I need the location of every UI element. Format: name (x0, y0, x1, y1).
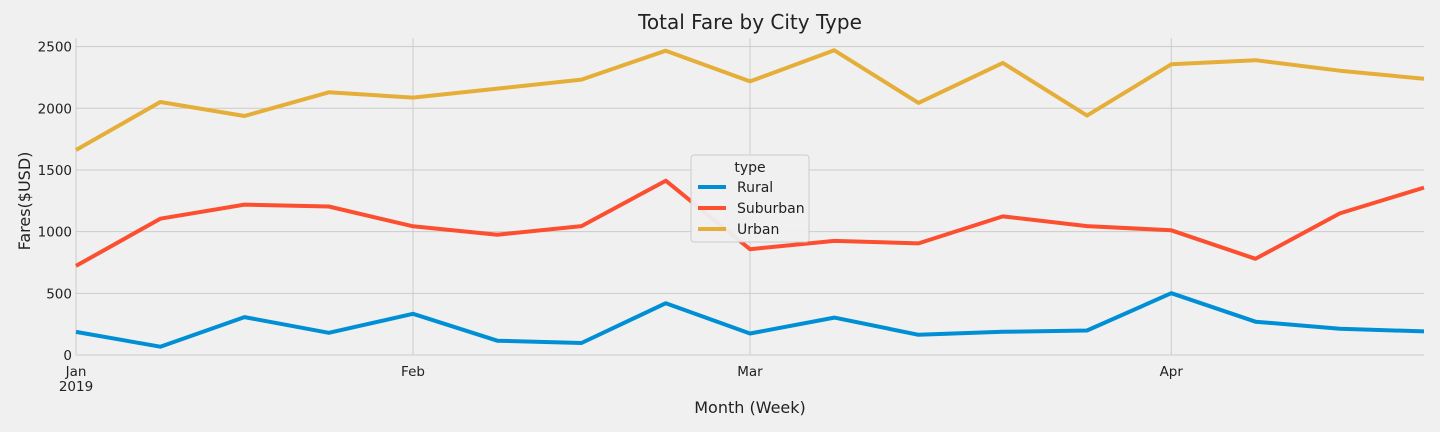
x-tick-label: Apr (1160, 364, 1184, 380)
legend-box (690, 154, 810, 243)
x-axis-label: Month (Week) (694, 398, 806, 417)
x-tick-label: Mar (737, 364, 763, 380)
y-tick-label: 2500 (38, 40, 72, 56)
series-lines (75, 48, 1425, 349)
series-line-urban (75, 48, 1425, 152)
legend-label-suburban: Suburban (737, 201, 805, 217)
legend-label-urban: Urban (737, 222, 779, 238)
legend-title: type (734, 160, 765, 176)
y-tick-label: 1500 (38, 163, 72, 179)
y-tick-label: 1000 (38, 225, 72, 241)
legend: type Rural Suburban Urban (690, 154, 810, 243)
legend-label-rural: Rural (737, 180, 773, 196)
y-tick-label: 0 (63, 348, 72, 364)
y-axis-label: Fares($USD) (15, 152, 34, 251)
x-tick-sublabel: 2019 (59, 379, 93, 395)
x-tick-label: Feb (401, 364, 425, 380)
series-line-rural (75, 291, 1425, 349)
y-tick-label: 2000 (38, 101, 72, 117)
x-tick-label: Jan (65, 364, 87, 380)
chart-title: Total Fare by City Type (637, 10, 862, 34)
y-tick-label: 500 (46, 286, 72, 302)
series-line-suburban (75, 178, 1425, 268)
